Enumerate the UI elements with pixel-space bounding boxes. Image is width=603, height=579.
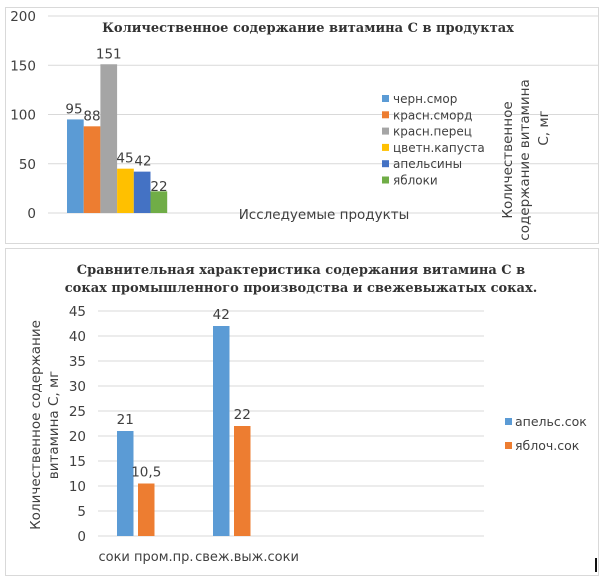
chart1-y-axis-label-line1: Количественное (500, 101, 516, 218)
chart1-legend-label: яблоки (393, 174, 438, 188)
chart1-y-tick-label: 50 (19, 157, 36, 173)
chart1-y-axis-label-line3: С, мг (536, 110, 552, 145)
chart1-legend-label: красн.сморд (393, 108, 472, 122)
chart1-data-label: 151 (96, 46, 122, 62)
chart1-legend-swatch (382, 127, 389, 135)
chart1-legend-label: красн.перец (393, 125, 472, 139)
chart1-data-label: 88 (83, 108, 100, 124)
chart1-title: Количественное содержание витамина С в п… (102, 21, 514, 36)
chart1-y-axis-label-line2: содержание витамина (517, 79, 533, 240)
chart1-data-label: 22 (150, 179, 167, 195)
chart1-svg: 0 50 100 150 200 95 88 151 45 42 22 Количественно… (10, 9, 598, 241)
chart1-data-label: 95 (65, 101, 82, 117)
chart1-x-axis-label: Исследуемые продукты (239, 207, 410, 223)
chart1-bar-1 (67, 119, 84, 213)
chart1-data-label: 42 (134, 154, 151, 170)
chart1-data-label: 45 (116, 151, 133, 167)
chart1-legend-label: черн.смор (393, 92, 457, 106)
chart1-legend-label: цветн.капуста (393, 141, 485, 155)
chart1-legend-swatch (382, 160, 389, 168)
chart1-data-labels: 95 88 151 45 42 22 (65, 46, 167, 195)
chart1-y-tick-label: 0 (27, 206, 36, 222)
chart1-bar-2 (83, 126, 101, 213)
chart1-y-tick-label: 200 (10, 9, 36, 25)
chart1-legend-swatch (382, 143, 389, 151)
chart1-legend-swatch (382, 111, 389, 119)
chart1-y-tick-label: 100 (10, 108, 36, 124)
chart1-legend: черн.смор красн.сморд красн.перец цветн.кап… (382, 92, 485, 188)
chart1-bar-3 (100, 64, 118, 213)
chart1-legend-swatch (382, 176, 389, 184)
chart1-legend-label: апельсины (393, 157, 462, 171)
chart1-legend-swatch (382, 95, 389, 102)
chart1-y-ticks: 0 50 100 150 200 (10, 9, 36, 222)
chart1-bar-6 (150, 191, 168, 213)
chart1-y-axis-label: Количественное содержание витамина С, мг (500, 79, 552, 240)
chart1-bars (67, 64, 168, 213)
chart1-bar-5 (133, 171, 151, 213)
chart2-frame (5, 248, 599, 576)
chart1-bar-4 (117, 168, 134, 213)
chart1-y-tick-label: 150 (10, 58, 36, 74)
